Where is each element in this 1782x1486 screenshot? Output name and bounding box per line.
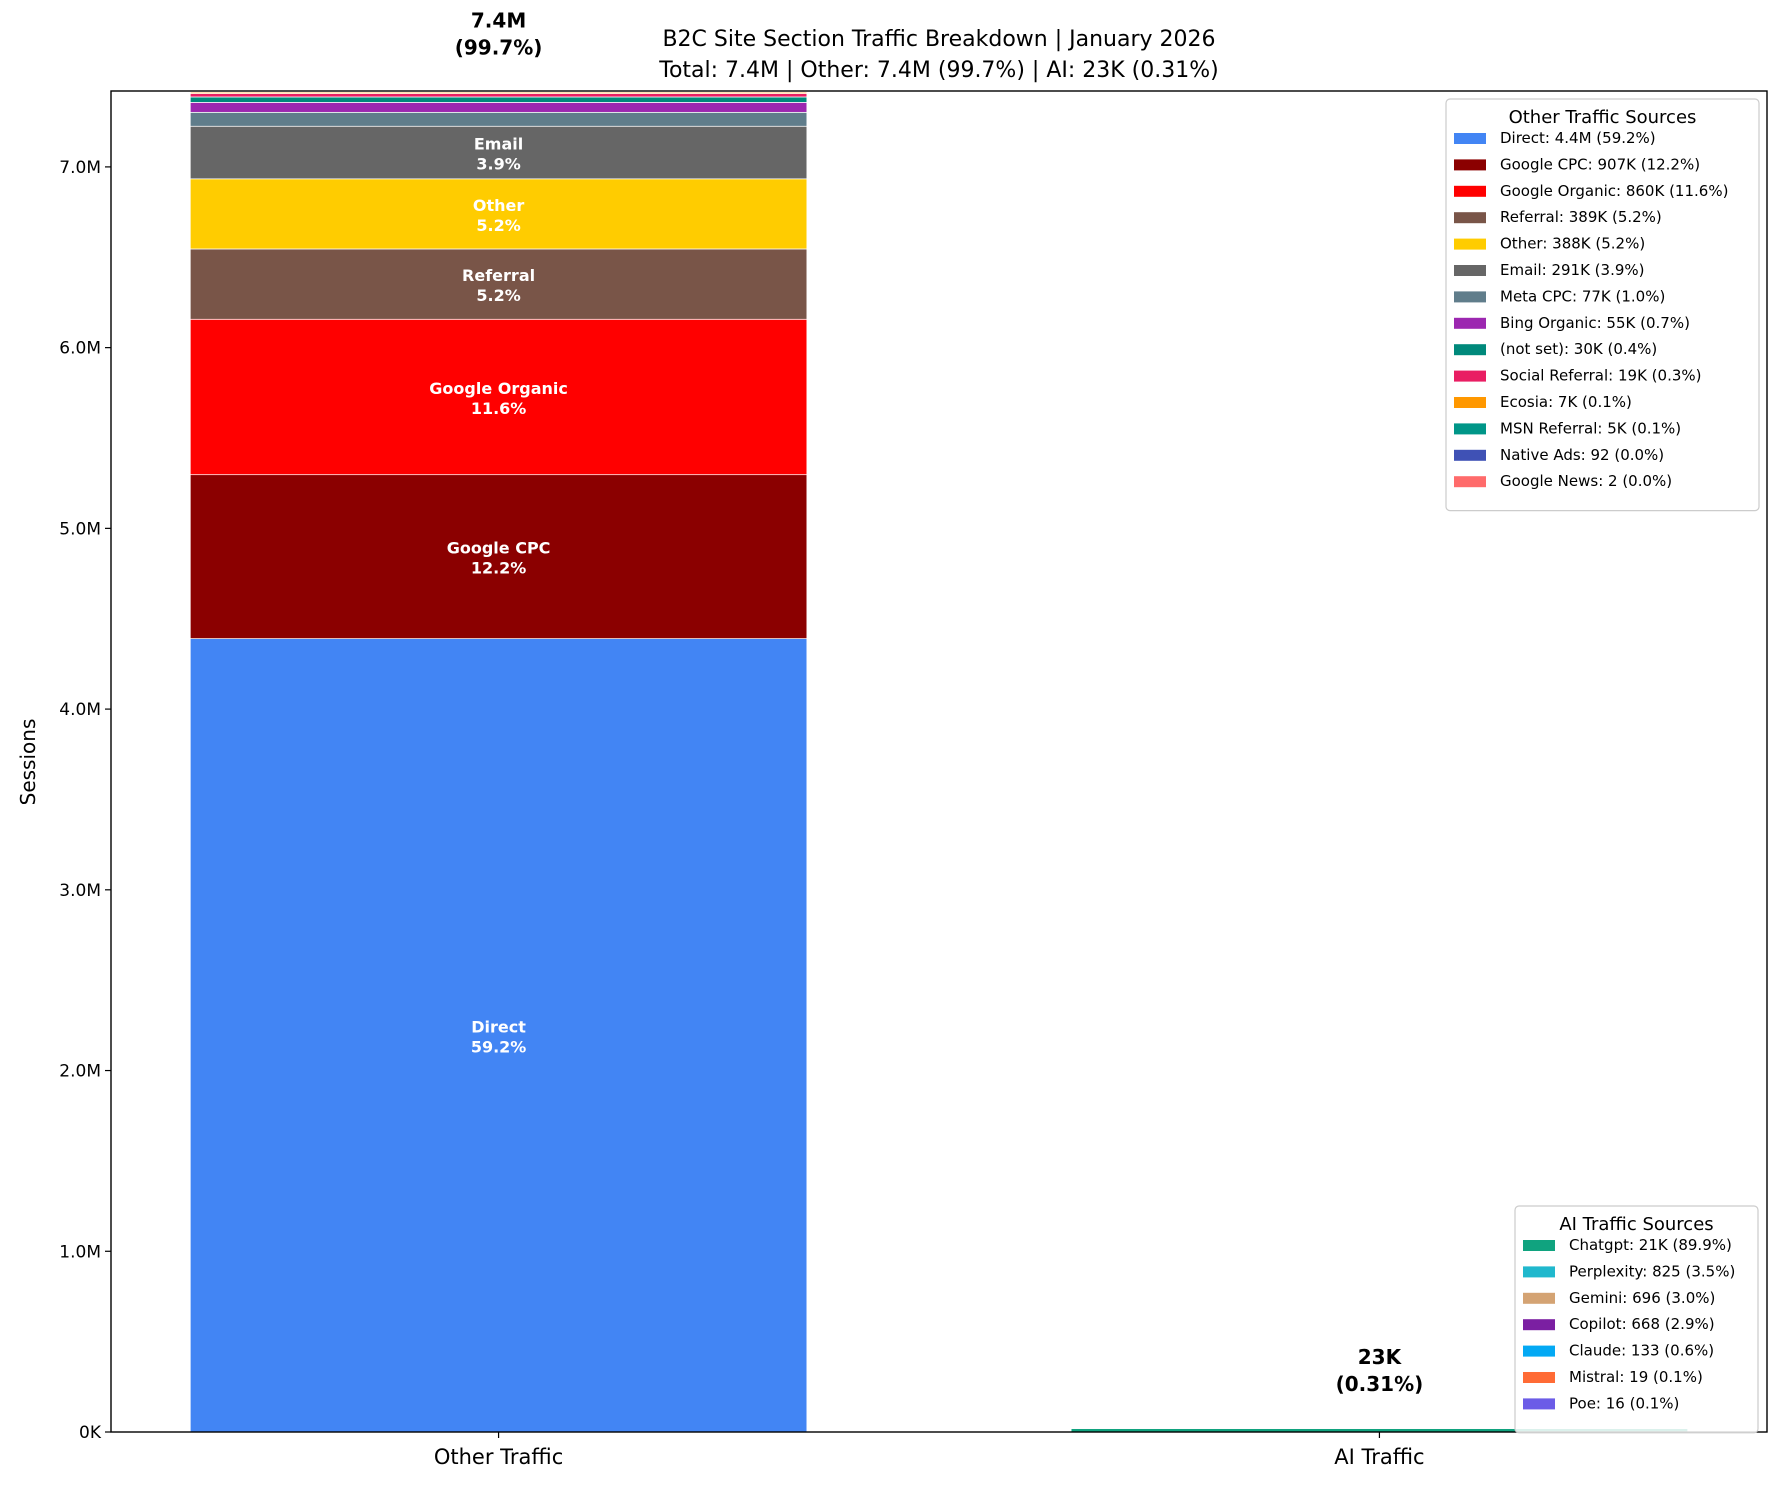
- legend-entry: Email: 291K (3.9%): [1500, 261, 1645, 279]
- segment-label: Direct: [471, 1017, 526, 1036]
- segment-label: Google Organic: [429, 379, 568, 398]
- x-tick-label: AI Traffic: [1334, 1445, 1424, 1469]
- bar-segment-social-referral: [189, 93, 808, 98]
- legend-swatch: [1454, 397, 1486, 408]
- y-tick-label: 1.0M: [59, 1242, 101, 1262]
- legend-swatch: [1454, 291, 1486, 303]
- segment-label: Google CPC: [447, 539, 551, 558]
- bar-segment-referral: [189, 248, 808, 320]
- bar-segment--not-set-: [189, 96, 808, 103]
- y-tick-label: 5.0M: [59, 519, 101, 539]
- legend-swatch: [1523, 1372, 1555, 1383]
- legend-entry: MSN Referral: 5K (0.1%): [1500, 419, 1681, 437]
- segment-pct-label: 11.6%: [471, 399, 527, 418]
- segment-pct-label: 5.2%: [476, 216, 520, 235]
- chart-subtitle: Total: 7.4M | Other: 7.4M (99.7%) | AI: …: [658, 58, 1218, 83]
- segment-pct-label: 59.2%: [471, 1037, 527, 1056]
- legend-entry: Google CPC: 907K (12.2%): [1500, 155, 1700, 173]
- legend-entry: Chatgpt: 21K (89.9%): [1569, 1236, 1732, 1254]
- segment-label: Other: [473, 196, 524, 215]
- bar-segment-google-cpc: [189, 474, 808, 639]
- legend-swatch: [1454, 185, 1486, 197]
- segment-pct-label: 5.2%: [476, 286, 520, 305]
- legend-swatch: [1523, 1319, 1555, 1331]
- legend-entry: Google Organic: 860K (11.6%): [1500, 182, 1728, 200]
- bar-segment-meta-cpc: [189, 111, 808, 127]
- bar-segment-bing-organic: [189, 102, 808, 113]
- bar-total-pct-label: (0.31%): [1336, 1372, 1424, 1396]
- bar-segment-email: [189, 125, 808, 180]
- legend-box: [1514, 1205, 1759, 1434]
- legend-entry: Social Referral: 19K (0.3%): [1500, 367, 1701, 385]
- legend-swatch: [1523, 1266, 1555, 1278]
- legend-entry: Native Ads: 92 (0.0%): [1500, 446, 1664, 464]
- legend-swatch: [1454, 476, 1486, 488]
- y-tick-label: 2.0M: [59, 1062, 101, 1082]
- legend-swatch: [1454, 133, 1486, 144]
- legend-entry: Poe: 16 (0.1%): [1569, 1394, 1679, 1412]
- y-tick-label: 7.0M: [59, 158, 101, 178]
- legend-swatch: [1454, 159, 1486, 171]
- legend-box: [1445, 98, 1760, 512]
- plot-frame: [110, 90, 1768, 1433]
- segment-pct-label: 12.2%: [471, 559, 527, 578]
- legend-title: Other Traffic Sources: [1509, 107, 1697, 128]
- legend-swatch: [1454, 344, 1486, 356]
- legend-entry: Other: 388K (5.2%): [1500, 235, 1645, 253]
- legend-entry: Direct: 4.4M (59.2%): [1500, 129, 1656, 147]
- legend-swatch: [1454, 370, 1486, 382]
- legend-entry: Perplexity: 825 (3.5%): [1569, 1262, 1735, 1280]
- segment-label: Email: [474, 135, 523, 154]
- axes: Other Traffic AI Traffic 0K 1.0M 2.0M 3.0M 4.0…: [59, 90, 1768, 1469]
- legend-entry: Meta CPC: 77K (1.0%): [1500, 287, 1665, 305]
- bar-total-label: 23K: [1358, 1345, 1403, 1369]
- legend-swatch: [1523, 1345, 1555, 1357]
- segment-label: Referral: [462, 266, 535, 285]
- legend-swatch: [1454, 238, 1486, 250]
- bar-segment-google-organic: [189, 318, 808, 476]
- legend-swatch: [1523, 1292, 1555, 1304]
- legend-entry: (not set): 30K (0.4%): [1500, 340, 1657, 358]
- legend-swatch: [1454, 317, 1486, 329]
- legend-swatch: [1523, 1398, 1555, 1410]
- y-tick-label: 4.0M: [59, 700, 101, 720]
- y-tick-label: 0K: [79, 1423, 102, 1443]
- bar-segment-other: [189, 178, 808, 250]
- bar-segment-direct: [189, 638, 808, 1433]
- legend-entry: Referral: 389K (5.2%): [1500, 208, 1662, 226]
- legend-entry: Copilot: 668 (2.9%): [1569, 1315, 1715, 1333]
- legend-entry: Google News: 2 (0.0%): [1500, 472, 1672, 490]
- y-tick-label: 6.0M: [59, 339, 101, 359]
- legend-entry: Claude: 133 (0.6%): [1569, 1342, 1714, 1360]
- legend-entry: Ecosia: 7K (0.1%): [1500, 393, 1632, 411]
- y-axis-label: Sessions: [16, 719, 40, 806]
- legend-swatch: [1454, 423, 1486, 435]
- bar-total-label: 7.4M: [471, 8, 526, 32]
- legend-swatch: [1523, 1240, 1555, 1251]
- legend-entry: Bing Organic: 55K (0.7%): [1500, 314, 1690, 332]
- chart-title: B2C Site Section Traffic Breakdown | Jan…: [662, 27, 1215, 52]
- legend-entry: Mistral: 19 (0.1%): [1569, 1368, 1703, 1386]
- legend-swatch: [1454, 449, 1486, 461]
- bar-total-pct-label: (99.7%): [455, 35, 543, 59]
- legend-title: AI Traffic Sources: [1559, 1214, 1713, 1235]
- y-tick-label: 3.0M: [59, 881, 101, 901]
- legend-swatch: [1454, 265, 1486, 276]
- legend-swatch: [1454, 212, 1486, 224]
- legend-entry: Gemini: 696 (3.0%): [1569, 1289, 1715, 1307]
- x-tick-label: Other Traffic: [434, 1445, 563, 1469]
- segment-pct-label: 3.9%: [476, 155, 520, 174]
